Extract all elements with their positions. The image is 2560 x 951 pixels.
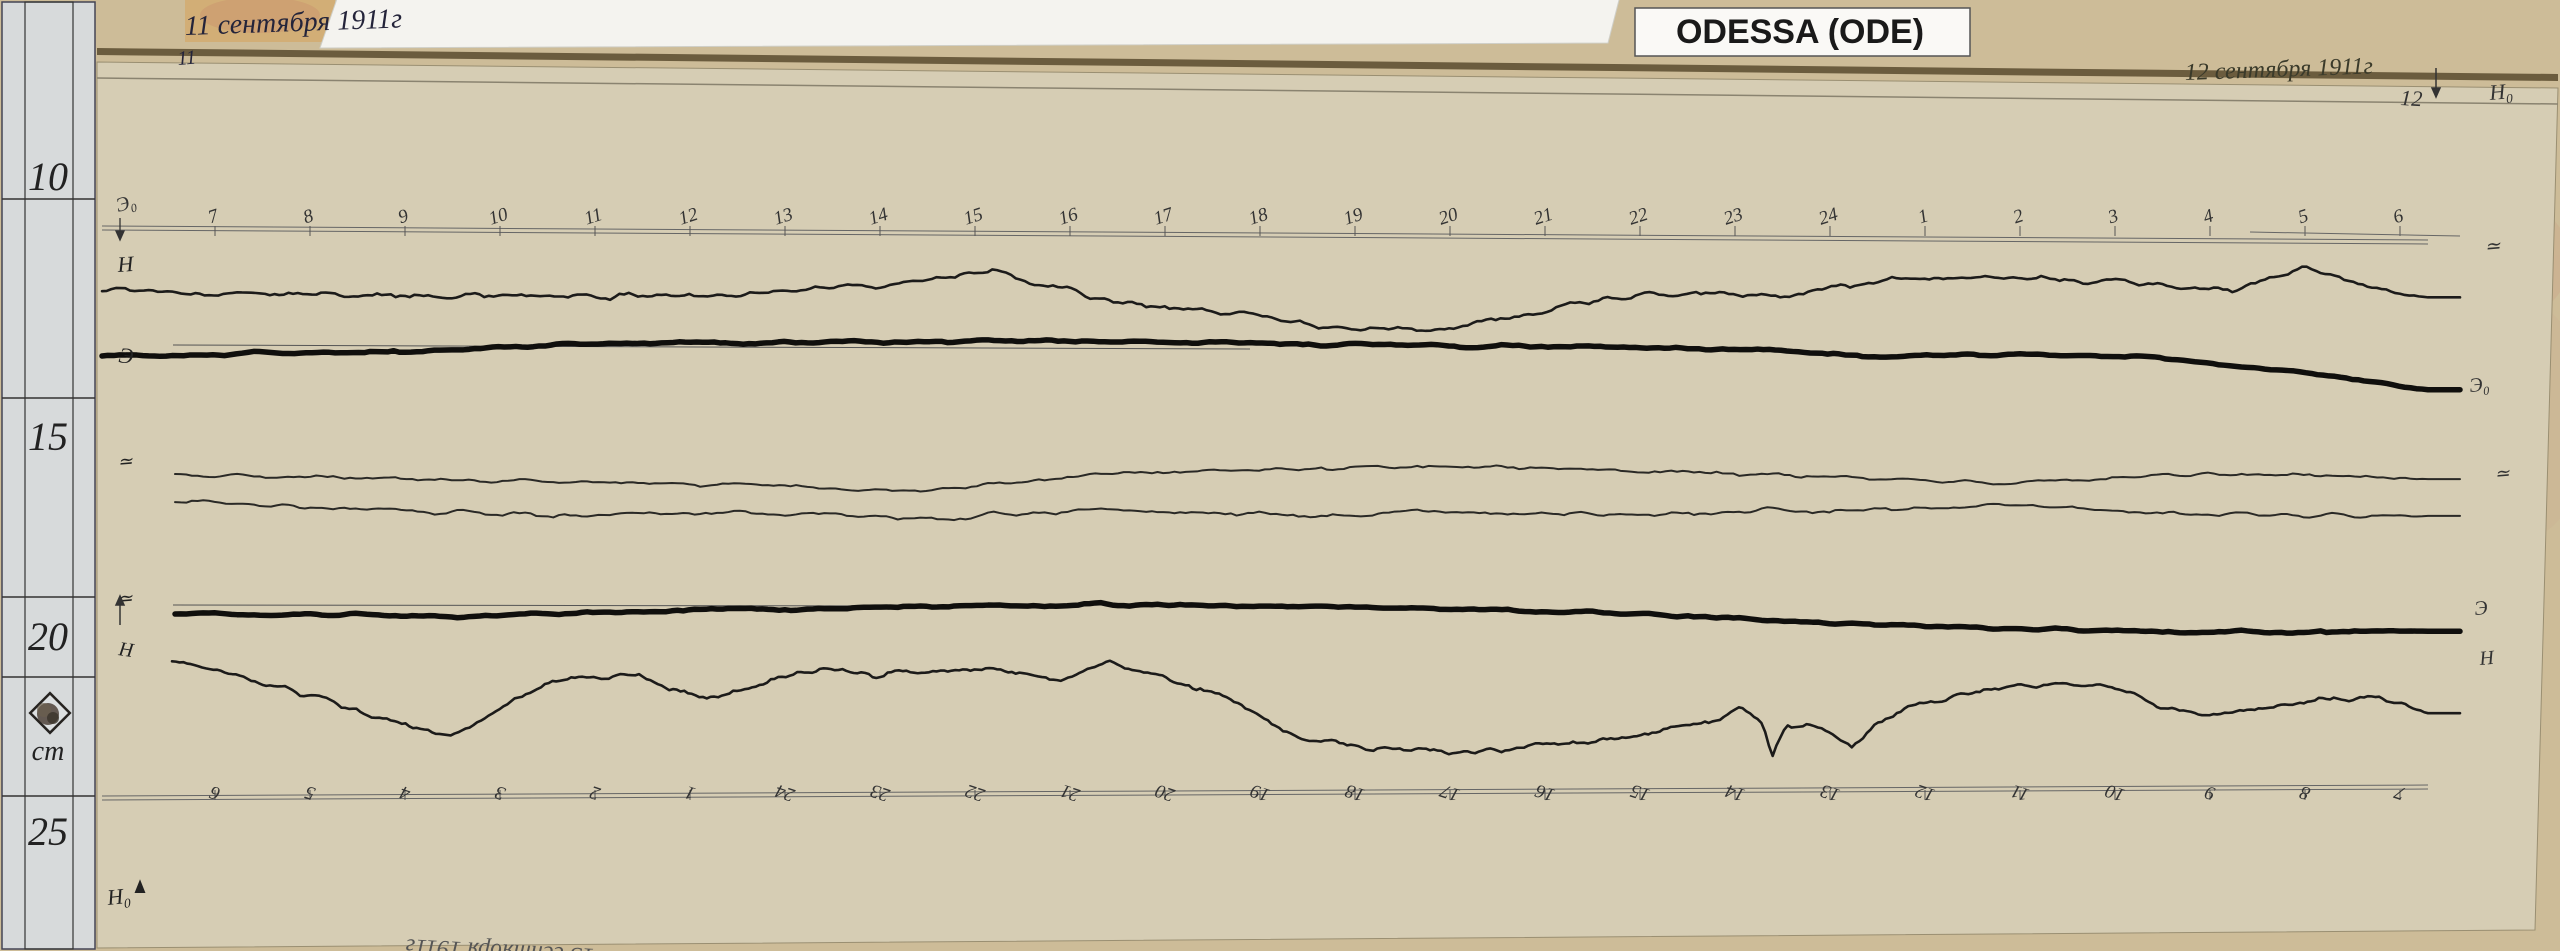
- svg-text:15: 15: [28, 414, 68, 459]
- svg-text:11: 11: [177, 46, 197, 70]
- svg-text:≃: ≃: [117, 451, 135, 472]
- svg-text:20: 20: [28, 614, 68, 659]
- svg-text:H₀: H₀: [105, 883, 132, 910]
- svg-text:12: 12: [2400, 85, 2423, 111]
- svg-text:cm: cm: [32, 736, 65, 767]
- svg-text:Э: Э: [2474, 597, 2489, 620]
- svg-text:≃: ≃: [2484, 236, 2503, 258]
- svg-text:H: H: [116, 251, 136, 277]
- svg-text:ODESSA (ODE): ODESSA (ODE): [1676, 13, 1924, 51]
- svg-text:≃: ≃: [2494, 463, 2512, 484]
- svg-text:25: 25: [28, 809, 68, 854]
- svg-text:H₀: H₀: [2487, 78, 2514, 105]
- svg-text:Э₀: Э₀: [2469, 373, 2491, 397]
- svg-text:10: 10: [28, 154, 68, 199]
